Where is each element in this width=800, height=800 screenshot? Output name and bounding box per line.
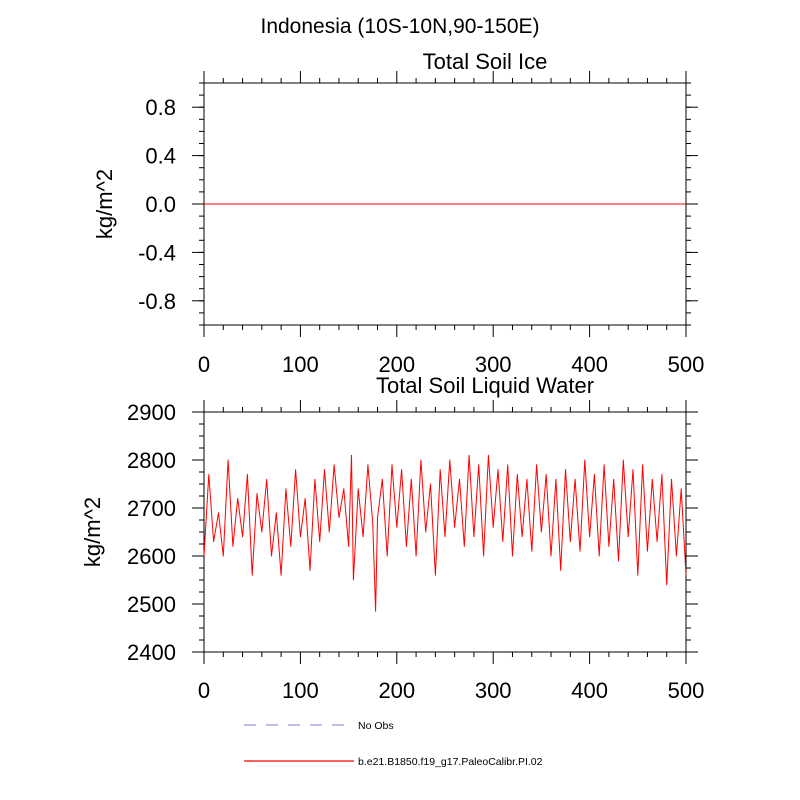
y-tick-label: 0.4 [145,144,176,169]
x-tick-label: 0 [198,352,210,377]
x-tick-label: 500 [668,352,705,377]
series-line [203,454,687,612]
x-tick-label: 500 [668,678,705,703]
panel-title: Total Soil Liquid Water [376,373,594,398]
y-tick-label: 2500 [127,592,176,617]
y-tick-label: 0.0 [145,192,176,217]
x-tick-label: 100 [282,352,319,377]
y-tick-label: 2400 [127,640,176,665]
x-tick-label: 300 [475,352,512,377]
y-tick-label: 2700 [127,496,176,521]
x-tick-label: 400 [571,678,608,703]
y-tick-label: 2900 [127,400,176,425]
y-tick-label: 2800 [127,448,176,473]
y-tick-label: 2600 [127,544,176,569]
legend: No Obs b.e21.B1850.f19_g17.PaleoCalibr.P… [244,720,543,768]
panel-title: Total Soil Ice [423,49,548,74]
panel-total-soil-ice: Total Soil Ice kg/m^2 0 100 200 300 400 500 0.8 0… [92,49,704,377]
x-tick-label: 200 [378,352,415,377]
y-tick-label: 0.8 [145,95,176,120]
x-tick-label: 0 [198,678,210,703]
x-tick-label: 200 [378,678,415,703]
figure-title: Indonesia (10S-10N,90-150E) [260,15,539,38]
x-tick-label: 300 [475,678,512,703]
x-tick-label: 100 [282,678,319,703]
y-axis-label: kg/m^2 [92,169,117,239]
legend-obs-label: No Obs [358,720,394,732]
y-axis-label: kg/m^2 [80,497,105,567]
y-tick-label: -0.8 [138,289,176,314]
legend-model-label: b.e21.B1850.f19_g17.PaleoCalibr.PI.02 [358,756,543,768]
panel-total-soil-liquid-water: Total Soil Liquid Water kg/m^2 0 100 200 300 4… [80,373,704,703]
x-tick-label: 400 [571,352,608,377]
y-tick-label: -0.4 [138,240,176,265]
